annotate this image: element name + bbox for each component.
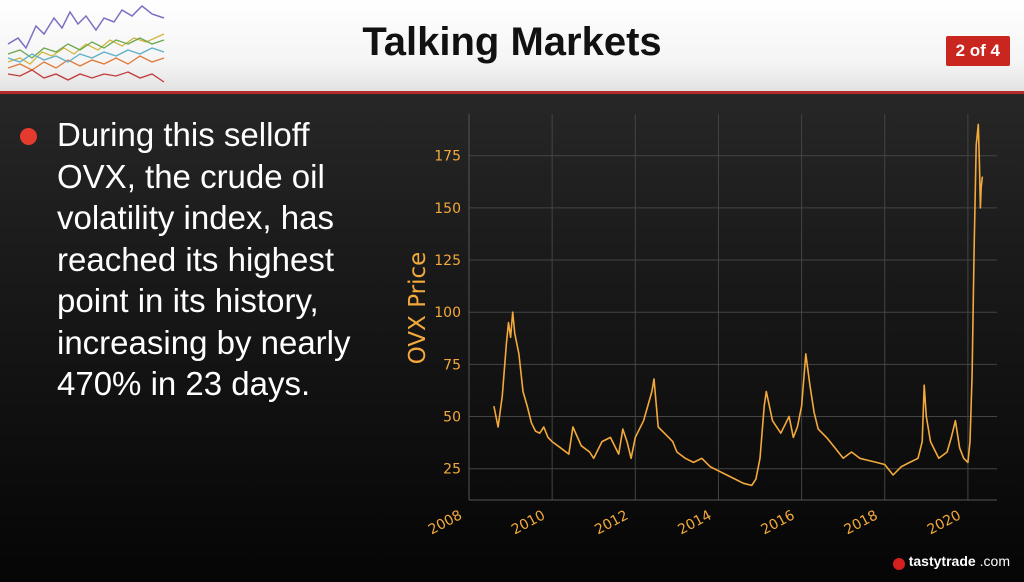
- cherry-icon: [892, 558, 905, 570]
- page-number-badge: 2 of 4: [945, 36, 1010, 66]
- chart-grid: [468, 114, 997, 500]
- y-tick-label: 75: [443, 357, 461, 373]
- multi-line-chart-logo-icon: [7, 4, 165, 83]
- x-tick-label: 2008: [426, 507, 465, 538]
- y-tick-label: 25: [443, 462, 461, 478]
- chart-series: [493, 123, 984, 487]
- bullet-text: During this selloff OVX, the crude oil v…: [57, 116, 351, 402]
- y-tick-label: 125: [434, 253, 461, 269]
- page-title: Talking Markets: [362, 20, 662, 64]
- x-tick-label: 2018: [842, 507, 881, 538]
- brand-suffix: .com: [979, 553, 1010, 569]
- brand-name: tastytrade: [908, 553, 976, 569]
- slide-header: Talking Markets 2 of 4: [0, 0, 1024, 94]
- ovx-series-line: [493, 123, 984, 487]
- x-tick-label: 2020: [925, 507, 964, 538]
- y-axis-label: OVX Price: [405, 252, 431, 365]
- x-tick-label: 2014: [675, 507, 714, 538]
- red-bullet-icon: [20, 128, 37, 145]
- y-tick-label: 50: [443, 410, 461, 426]
- y-tick-label: 100: [434, 305, 461, 321]
- ovx-line-chart: 25 50 75 100 125 150 175 2008 2010 2012 2014 2016 20…: [405, 114, 997, 538]
- y-tick-label: 150: [434, 201, 461, 217]
- x-tick-label: 2010: [509, 507, 548, 538]
- x-tick-label: 2012: [592, 507, 631, 538]
- x-tick-label: 2016: [758, 507, 797, 538]
- tastytrade-brand: tastytrade .com: [892, 550, 1010, 572]
- y-tick-label: 175: [434, 149, 461, 165]
